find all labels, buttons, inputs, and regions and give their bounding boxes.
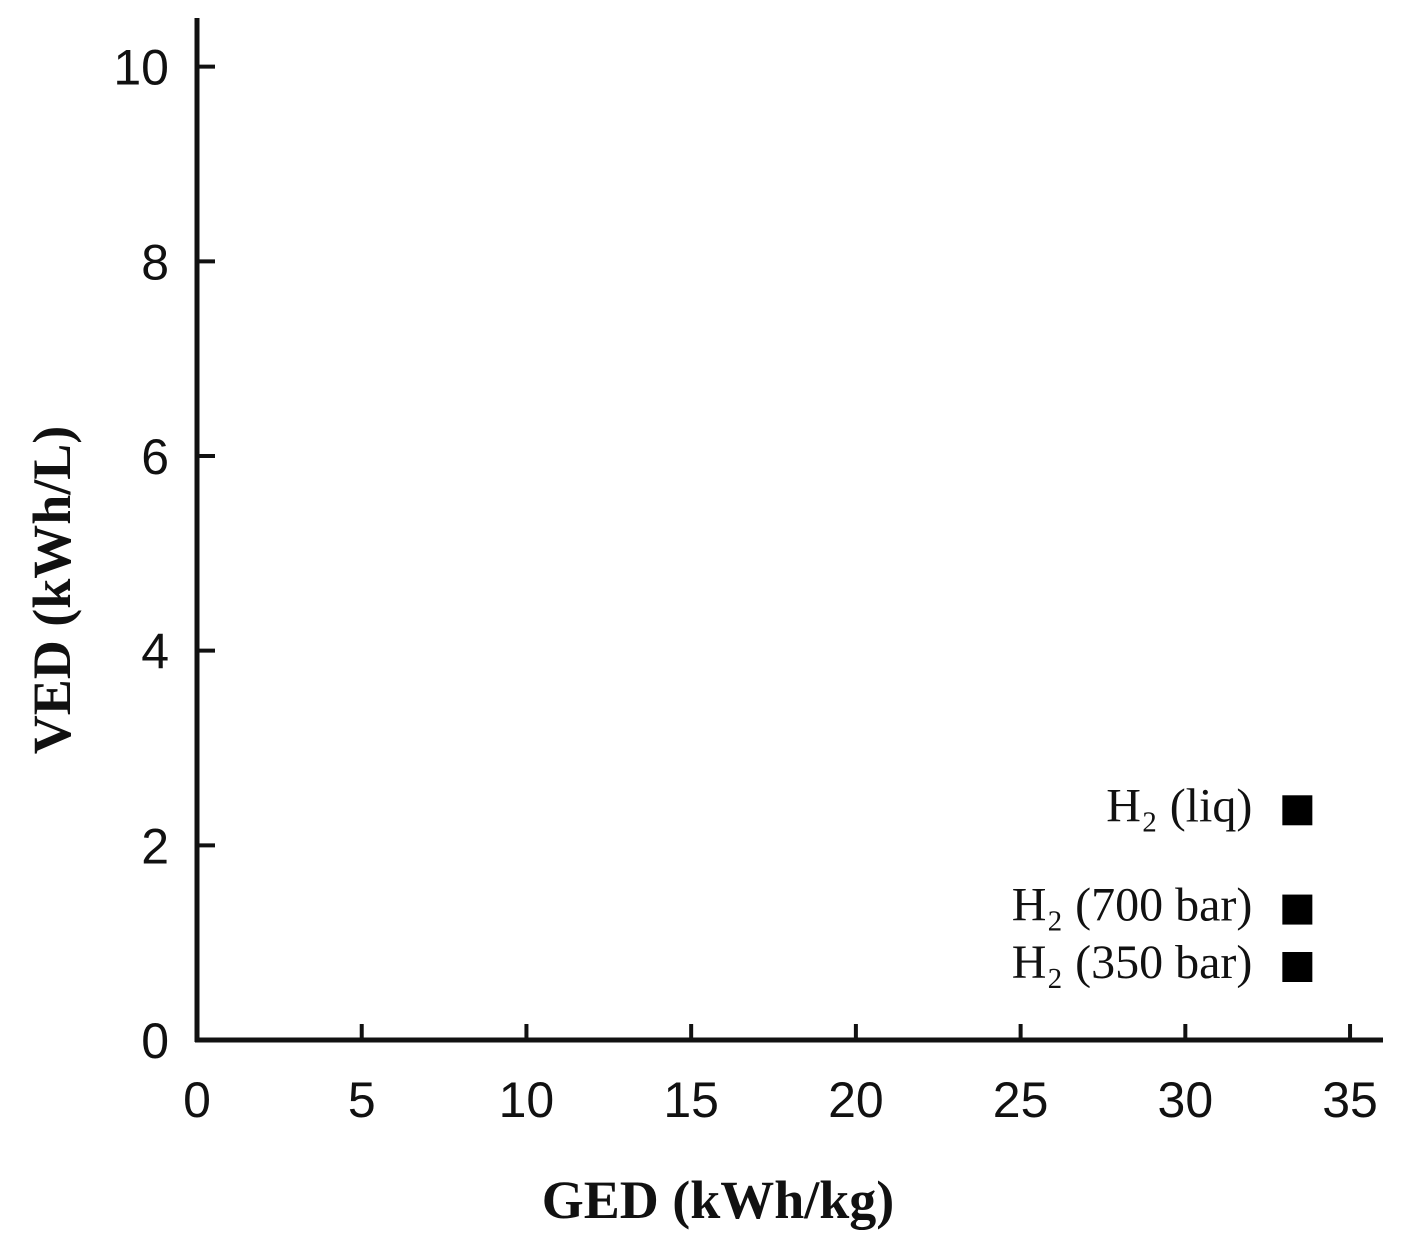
- x-tick-label: 30: [1158, 1072, 1214, 1128]
- point-label: H₂ (350 bar): [1012, 936, 1253, 989]
- y-tick-label: 10: [113, 40, 169, 96]
- x-tick-label: 10: [499, 1072, 555, 1128]
- point: [1282, 952, 1313, 982]
- y-tick-label: 6: [141, 429, 169, 485]
- point-label: H₂ (700 bar): [1012, 879, 1253, 932]
- x-axis-title: GED (kWh/kg): [542, 1170, 895, 1230]
- x-tick-label: 0: [183, 1072, 211, 1128]
- y-tick-label: 4: [141, 624, 169, 680]
- y-tick-label: 2: [141, 818, 169, 874]
- point-label: H₂ (liq): [1106, 779, 1252, 832]
- y-tick-label: 0: [141, 1013, 169, 1069]
- x-tick-label: 20: [828, 1072, 884, 1128]
- point: [1282, 894, 1313, 925]
- y-axis-title: VED (kWh/L): [22, 426, 82, 755]
- x-tick-label: 35: [1322, 1072, 1378, 1128]
- x-tick-label: 25: [993, 1072, 1049, 1128]
- x-tick-label: 15: [663, 1072, 719, 1128]
- x-tick-label: 5: [348, 1072, 376, 1128]
- point: [1282, 795, 1313, 826]
- y-tick-label: 8: [141, 234, 169, 290]
